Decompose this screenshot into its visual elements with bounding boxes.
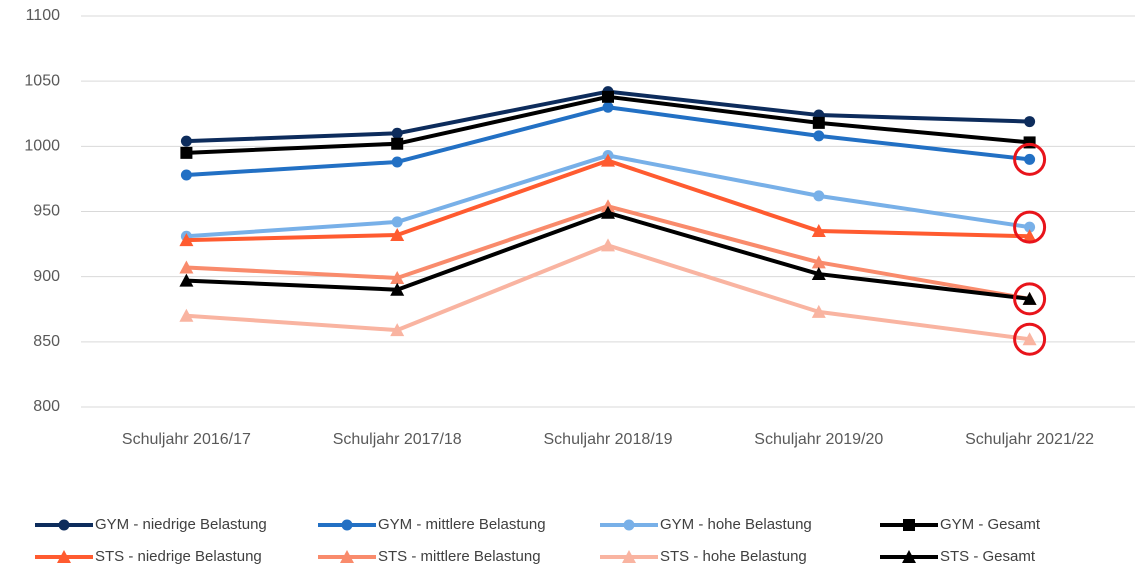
data-point bbox=[811, 255, 826, 269]
y-tick-label: 1100 bbox=[26, 7, 61, 24]
legend-label: STS - Gesamt bbox=[940, 548, 1036, 565]
data-point bbox=[180, 169, 192, 181]
data-point bbox=[1022, 291, 1037, 305]
x-tick-label: Schuljahr 2016/17 bbox=[122, 431, 251, 448]
legend-marker bbox=[341, 519, 353, 531]
y-tick-label: 850 bbox=[33, 333, 60, 350]
data-point bbox=[813, 190, 825, 202]
highlight-circle bbox=[1013, 322, 1047, 356]
data-point bbox=[180, 135, 192, 147]
x-tick-label: Schuljahr 2021/22 bbox=[965, 431, 1094, 448]
data-point bbox=[601, 205, 615, 219]
legend-marker bbox=[623, 519, 635, 531]
data-point bbox=[179, 273, 194, 287]
data-point bbox=[811, 224, 826, 238]
legend-label: STS - niedrige Belastung bbox=[95, 548, 262, 565]
data-point bbox=[391, 216, 403, 228]
data-point bbox=[390, 323, 405, 337]
data-point bbox=[602, 90, 614, 103]
data-point bbox=[179, 260, 194, 274]
legend-marker bbox=[340, 550, 354, 563]
y-tick-label: 800 bbox=[33, 398, 60, 415]
y-tick-label: 950 bbox=[33, 203, 60, 220]
legend-marker bbox=[902, 550, 916, 563]
y-tick-label: 900 bbox=[33, 268, 60, 285]
legend-label: GYM - Gesamt bbox=[940, 516, 1041, 533]
legend-label: GYM - mittlere Belastung bbox=[378, 516, 546, 533]
highlight-circle bbox=[1013, 282, 1047, 316]
data-point bbox=[812, 116, 825, 129]
x-tick-label: Schuljahr 2017/18 bbox=[333, 431, 462, 448]
data-point bbox=[811, 304, 826, 318]
legend-marker bbox=[58, 519, 70, 531]
legend-label: STS - mittlere Belastung bbox=[378, 548, 541, 565]
legend-marker bbox=[622, 550, 636, 563]
data-point bbox=[390, 227, 405, 241]
data-point bbox=[601, 238, 615, 252]
series-line bbox=[186, 243, 1030, 342]
data-point bbox=[601, 199, 615, 213]
legend-marker bbox=[903, 519, 915, 531]
data-point bbox=[390, 270, 405, 284]
data-point bbox=[811, 267, 826, 281]
data-point bbox=[1024, 153, 1036, 165]
legend-marker bbox=[57, 550, 71, 563]
data-point bbox=[601, 153, 615, 167]
data-point bbox=[602, 101, 614, 113]
legend-label: GYM - niedrige Belastung bbox=[95, 516, 267, 533]
highlight-circle bbox=[1013, 210, 1047, 244]
data-point bbox=[391, 156, 403, 168]
data-point bbox=[1024, 221, 1036, 233]
data-point bbox=[391, 137, 404, 150]
data-point bbox=[1024, 116, 1036, 128]
x-tick-label: Schuljahr 2019/20 bbox=[754, 431, 883, 448]
y-tick-label: 1000 bbox=[24, 138, 60, 155]
data-point bbox=[179, 308, 194, 322]
data-point bbox=[1022, 332, 1037, 346]
data-point bbox=[813, 130, 825, 142]
data-point bbox=[1023, 136, 1036, 149]
data-point bbox=[390, 282, 405, 296]
legend-label: GYM - hohe Belastung bbox=[660, 516, 812, 533]
x-tick-label: Schuljahr 2018/19 bbox=[544, 431, 673, 448]
highlight-circle bbox=[1013, 142, 1047, 176]
data-point bbox=[180, 146, 193, 159]
data-point bbox=[391, 127, 403, 139]
legend-label: STS - hohe Belastung bbox=[660, 548, 807, 565]
y-tick-label: 1050 bbox=[24, 72, 60, 89]
data-point bbox=[179, 233, 194, 247]
data-point bbox=[1022, 229, 1037, 243]
